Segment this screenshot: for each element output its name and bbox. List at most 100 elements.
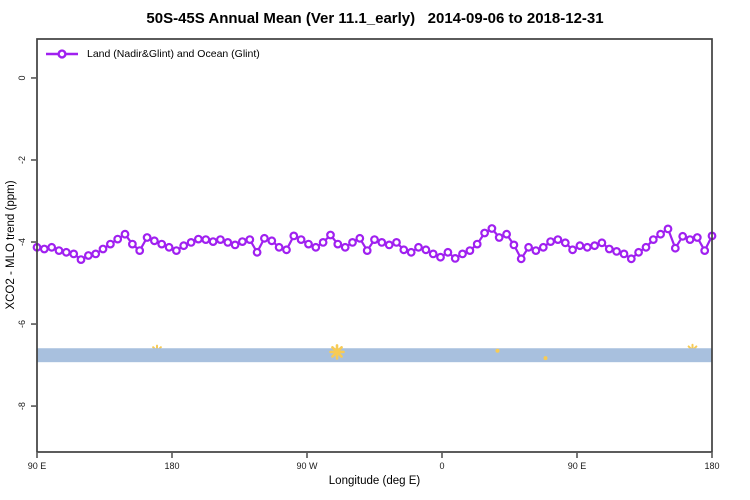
- data-point-marker: [282, 245, 291, 255]
- data-point-marker: [700, 246, 710, 256]
- data-point-marker: [516, 254, 526, 264]
- data-point-marker: [274, 242, 284, 252]
- data-point-marker: [421, 245, 431, 255]
- data-point-marker: [193, 234, 203, 244]
- x-tick-label: 90 W: [296, 461, 318, 471]
- star-marker: [331, 346, 343, 358]
- data-point-marker: [436, 252, 445, 262]
- data-point-marker: [377, 237, 387, 247]
- data-point-marker: [612, 246, 621, 256]
- data-point-marker: [157, 239, 167, 249]
- data-point-marker: [340, 242, 350, 252]
- data-point-marker: [245, 235, 255, 245]
- data-point-marker: [560, 238, 570, 248]
- data-point-marker: [450, 253, 460, 263]
- data-point-marker: [538, 242, 548, 252]
- data-point-marker: [311, 242, 321, 252]
- data-point-marker: [458, 249, 467, 259]
- data-point-marker: [164, 242, 174, 252]
- data-point-marker: [91, 249, 101, 259]
- data-point-marker: [135, 246, 145, 256]
- y-tick-label: -4: [17, 238, 27, 246]
- data-point-marker: [641, 242, 651, 252]
- reference-band: [37, 348, 712, 363]
- data-point-marker: [267, 236, 277, 246]
- data-point-marker: [663, 224, 673, 234]
- data-point-marker: [465, 246, 475, 256]
- plot-frame: [36, 38, 713, 453]
- y-axis-title: XCO2 - MLO trend (ppm): [5, 180, 17, 310]
- data-point-marker: [355, 233, 365, 243]
- data-point-marker: [69, 249, 79, 259]
- data-point-marker: [575, 241, 585, 251]
- chart-title: 50S-45S Annual Mean (Ver 11.1_early) 201…: [146, 10, 604, 27]
- data-point-marker: [399, 245, 409, 255]
- data-point-marker: [597, 238, 607, 248]
- data-point-marker: [98, 244, 108, 254]
- data-point-marker: [546, 237, 555, 247]
- data-point-marker: [414, 242, 423, 252]
- data-point-marker: [208, 237, 218, 247]
- data-point-marker: [472, 239, 482, 249]
- data-point-marker: [289, 231, 299, 241]
- data-point-marker: [47, 242, 57, 252]
- star-marker: [495, 348, 500, 353]
- data-point-marker: [524, 242, 533, 252]
- star-marker: [543, 356, 548, 361]
- data-point-marker: [634, 247, 643, 257]
- data-point-marker: [480, 228, 490, 238]
- data-point-marker: [604, 244, 614, 254]
- data-point-marker: [370, 235, 379, 245]
- data-point-marker: [230, 240, 240, 250]
- data-point-marker: [509, 240, 519, 250]
- data-point-marker: [260, 233, 269, 243]
- data-point-marker: [61, 247, 71, 257]
- data-point-marker: [406, 247, 416, 257]
- data-point-marker: [237, 237, 247, 247]
- data-point-marker: [692, 233, 702, 242]
- data-point-marker: [531, 246, 541, 256]
- data-point-marker: [487, 224, 497, 233]
- data-point-marker: [105, 239, 115, 249]
- data-point-marker: [568, 245, 577, 255]
- data-point-marker: [619, 249, 629, 259]
- data-point-marker: [296, 235, 306, 245]
- data-point-marker: [223, 237, 233, 247]
- data-point-marker: [127, 239, 137, 249]
- data-point-marker: [54, 246, 64, 256]
- legend: Land (Nadir&Glint) and Ocean (Glint): [45, 48, 260, 60]
- data-point-marker: [142, 233, 152, 242]
- data-point-marker: [326, 230, 335, 240]
- data-point-marker: [362, 246, 372, 256]
- data-point-marker: [443, 247, 453, 257]
- data-point-marker: [590, 241, 599, 251]
- data-point-marker: [186, 237, 196, 247]
- x-axis-title: Longitude (deg E): [328, 475, 421, 487]
- data-point-marker: [304, 239, 313, 249]
- x-tick-label: 180: [164, 461, 179, 471]
- data-point-marker: [348, 237, 357, 247]
- data-point-marker: [384, 240, 394, 250]
- data-point-marker: [149, 236, 159, 246]
- data-point-marker: [39, 244, 49, 254]
- series-marker-icon: [46, 49, 78, 59]
- x-tick-label: 90 E: [568, 461, 587, 471]
- x-tick-label: 0: [439, 461, 444, 471]
- data-point-marker: [428, 249, 438, 259]
- data-point-marker: [113, 234, 123, 244]
- data-point-marker: [179, 241, 189, 251]
- y-tick-label: -8: [17, 402, 27, 410]
- data-point-marker: [553, 235, 563, 245]
- data-point-marker: [201, 235, 211, 245]
- data-point-marker: [333, 239, 343, 249]
- data-point-marker: [392, 237, 401, 247]
- data-point-marker: [582, 242, 592, 252]
- data-point-marker: [678, 231, 688, 241]
- x-tick-label: 90 E: [28, 461, 47, 471]
- data-point-marker: [656, 229, 665, 239]
- x-tick-label: 180: [704, 461, 719, 471]
- data-point-marker: [670, 243, 680, 253]
- data-point-marker: [171, 246, 181, 256]
